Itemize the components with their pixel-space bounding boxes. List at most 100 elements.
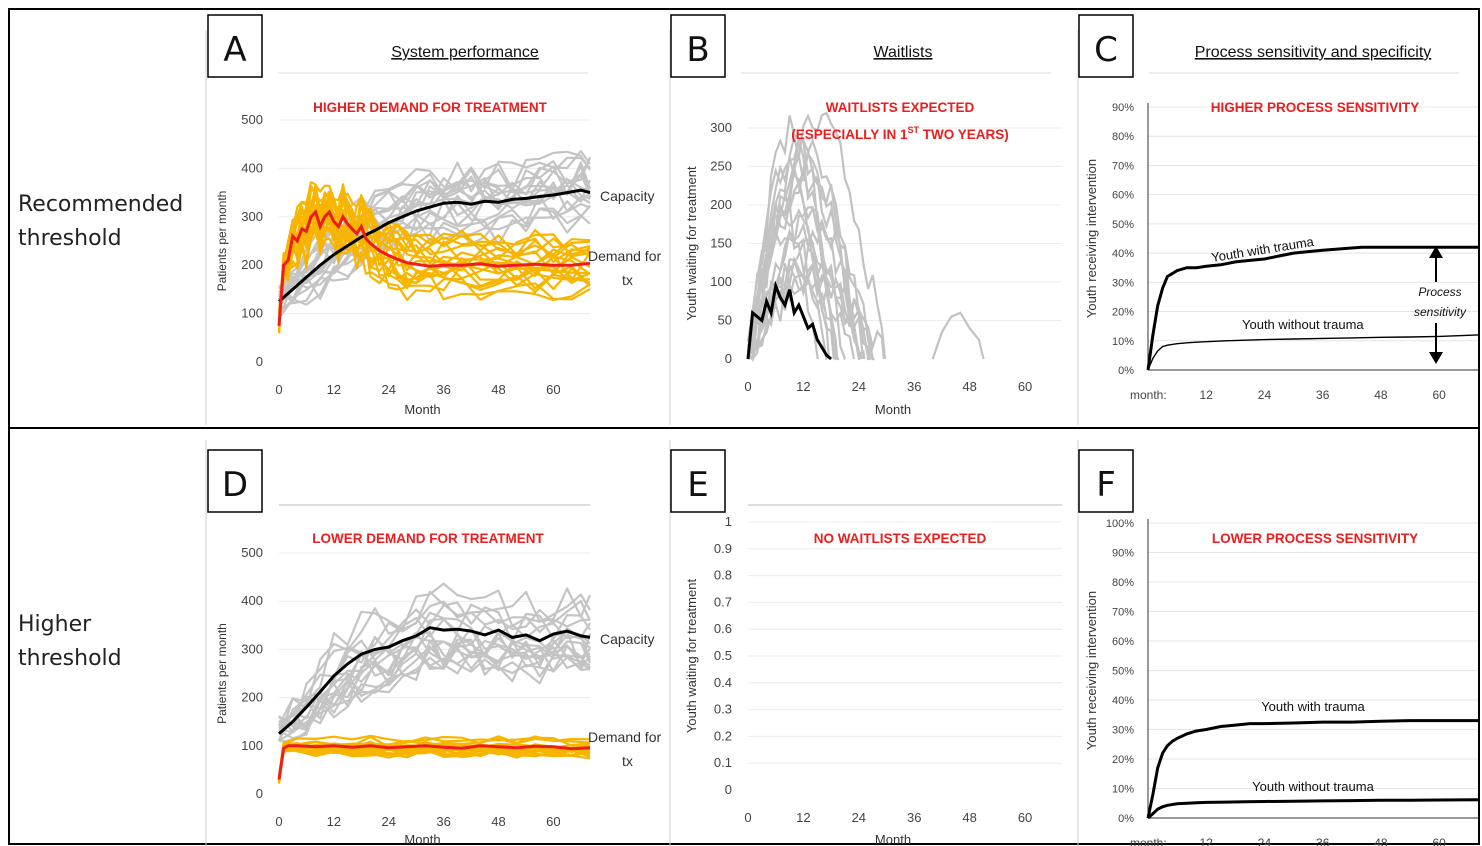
panel-letter-box-a bbox=[207, 14, 263, 78]
x-tick-c-2: 36 bbox=[1316, 388, 1330, 402]
panel-title-c: Process sensitivity and specificity bbox=[1195, 44, 1432, 61]
y-tick-f-7: 70% bbox=[1112, 607, 1134, 619]
x-tick-a-4: 48 bbox=[491, 382, 505, 397]
y-tick-f-5: 50% bbox=[1112, 666, 1134, 678]
y-tick-e-2: 0.2 bbox=[714, 728, 732, 743]
y-tick-a-4: 400 bbox=[241, 160, 263, 175]
x-axis-prefix-f: month: bbox=[1130, 836, 1167, 846]
y-tick-f-3: 30% bbox=[1112, 725, 1134, 737]
label-capacity-a: Capacity bbox=[600, 188, 654, 204]
demand-replicate-line-d-11 bbox=[277, 734, 591, 784]
waitlist-replicate-line-b-13 bbox=[746, 151, 872, 360]
y-tick-b-0: 0 bbox=[725, 351, 732, 366]
capacity-replicate-line-a-17 bbox=[277, 207, 591, 319]
y-tick-f-0: 0% bbox=[1118, 813, 1134, 825]
y-tick-b-1: 50 bbox=[718, 313, 732, 328]
label-demand-a-2: tx bbox=[622, 272, 633, 288]
capacity-replicate-line-a-14 bbox=[278, 176, 591, 298]
x-tick-b-1: 12 bbox=[796, 379, 810, 394]
x-tick-d-5: 60 bbox=[546, 814, 560, 829]
x-axis-label-d: Month bbox=[404, 832, 440, 846]
y-tick-e-5: 0.5 bbox=[714, 648, 732, 663]
y-tick-c-3: 30% bbox=[1112, 277, 1134, 289]
label-capacity-d: Capacity bbox=[600, 631, 654, 647]
y-tick-c-9: 90% bbox=[1112, 102, 1134, 114]
x-tick-e-5: 60 bbox=[1018, 810, 1032, 825]
panel-letter-box-f bbox=[1078, 449, 1134, 513]
label-demand-d-2: tx bbox=[622, 753, 633, 769]
row-label-top-line1: Recommended bbox=[18, 192, 184, 217]
y-tick-b-6: 300 bbox=[710, 120, 732, 135]
panel-letter-box-e bbox=[670, 449, 726, 513]
demand-replicate-line-a-13 bbox=[277, 209, 591, 323]
panel-letter-f: F bbox=[1096, 465, 1116, 505]
capacity-replicate-line-d-3 bbox=[278, 637, 592, 727]
panel-letter-e: E bbox=[687, 465, 708, 505]
x-tick-d-2: 24 bbox=[382, 814, 396, 829]
annotation-b-1: WAITLISTS EXPECTED bbox=[826, 100, 975, 115]
y-tick-d-3: 300 bbox=[241, 641, 263, 656]
annotation-e: NO WAITLISTS EXPECTED bbox=[814, 531, 987, 546]
y-tick-d-5: 500 bbox=[241, 545, 263, 560]
y-axis-label-b: Youth waiting for treatment bbox=[684, 166, 699, 321]
capacity-replicate-line-d-14 bbox=[278, 634, 591, 729]
panel-letter-b: B bbox=[686, 30, 709, 70]
y-tick-c-8: 80% bbox=[1112, 131, 1134, 143]
y-tick-c-5: 50% bbox=[1112, 219, 1134, 231]
y-axis-label-d: Patients per month bbox=[215, 623, 229, 724]
panel-letter-box-c bbox=[1078, 14, 1134, 78]
panel-letter-a: A bbox=[223, 30, 246, 70]
y-tick-d-0: 0 bbox=[256, 786, 263, 801]
x-tick-f-3: 48 bbox=[1374, 836, 1388, 846]
y-tick-a-5: 500 bbox=[241, 112, 263, 127]
panel-letter-d: D bbox=[222, 465, 248, 505]
y-tick-c-0: 0% bbox=[1118, 365, 1134, 377]
y-tick-e-9: 0.9 bbox=[714, 541, 732, 556]
annotation-f: LOWER PROCESS SENSITIVITY bbox=[1212, 531, 1418, 546]
capacity-replicate-line-a-8 bbox=[278, 157, 591, 289]
x-axis-label-e: Month bbox=[875, 832, 911, 846]
y-tick-f-6: 60% bbox=[1112, 636, 1134, 648]
label-without-trauma-c: Youth without trauma bbox=[1242, 317, 1364, 332]
waitlist-replicate-line-b-18 bbox=[746, 156, 830, 360]
y-tick-e-4: 0.4 bbox=[714, 675, 732, 690]
with-trauma-line-f bbox=[1146, 719, 1478, 819]
x-tick-e-1: 12 bbox=[796, 810, 810, 825]
y-tick-e-3: 0.3 bbox=[714, 702, 732, 717]
row-label-bottom-line2: threshold bbox=[18, 646, 122, 671]
panel-title-b: Waitlists bbox=[874, 44, 933, 61]
x-tick-f-0: 12 bbox=[1200, 836, 1214, 846]
y-tick-d-4: 400 bbox=[241, 593, 263, 608]
label-process-2: sensitivity bbox=[1414, 305, 1467, 319]
y-tick-b-4: 200 bbox=[710, 197, 732, 212]
y-tick-d-2: 200 bbox=[241, 690, 263, 705]
y-tick-f-10: 100% bbox=[1106, 518, 1134, 530]
annotation-b-2-post: TWO YEARS) bbox=[919, 127, 1009, 142]
x-tick-a-3: 36 bbox=[436, 382, 450, 397]
x-axis-label-b: Month bbox=[875, 402, 911, 417]
x-tick-d-3: 36 bbox=[436, 814, 450, 829]
x-tick-a-2: 24 bbox=[382, 382, 396, 397]
y-tick-f-9: 90% bbox=[1112, 548, 1134, 560]
y-tick-e-1: 0.1 bbox=[714, 755, 732, 770]
x-tick-d-1: 12 bbox=[327, 814, 341, 829]
x-tick-a-1: 12 bbox=[327, 382, 341, 397]
arrow-down-head bbox=[1429, 352, 1443, 364]
x-tick-b-2: 24 bbox=[852, 379, 866, 394]
panel-letter-box-d bbox=[207, 449, 263, 513]
x-tick-b-0: 0 bbox=[744, 379, 751, 394]
without-trauma-line-f bbox=[1146, 798, 1479, 820]
x-tick-d-4: 48 bbox=[491, 814, 505, 829]
with-trauma-line-c bbox=[1146, 245, 1478, 371]
annotation-d: LOWER DEMAND FOR TREATMENT bbox=[312, 531, 544, 546]
x-tick-a-5: 60 bbox=[546, 382, 560, 397]
capacity-replicate-line-d-8 bbox=[278, 631, 591, 732]
y-tick-a-2: 200 bbox=[241, 257, 263, 272]
x-tick-a-0: 0 bbox=[275, 382, 282, 397]
demand-replicate-line-a-17 bbox=[277, 185, 591, 334]
